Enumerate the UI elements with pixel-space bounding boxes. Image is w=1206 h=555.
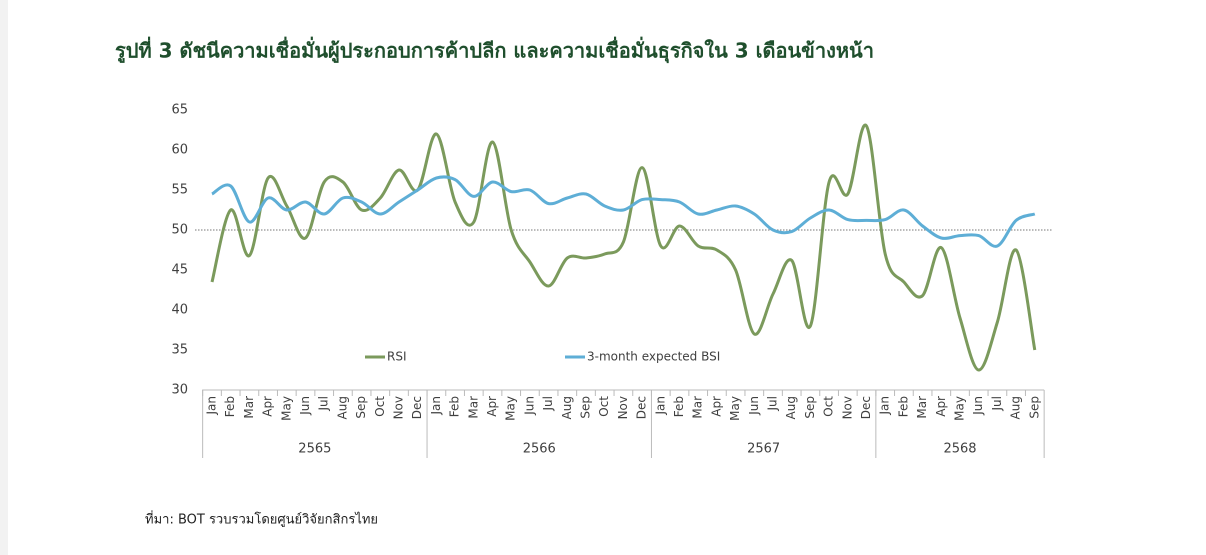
y-tick-label: 35 [171,343,188,358]
x-tick-label: Aug [335,396,349,419]
x-tick-label: May [279,396,293,421]
x-tick-label: May [953,396,967,421]
x-tick-label: Oct [373,396,387,417]
x-tick-label: May [728,396,742,421]
x-tick-label: Jul [317,396,331,411]
x-tick-label: Jun [971,396,985,416]
legend-label: RSI [387,350,407,364]
x-tick-label: Feb [223,396,237,417]
source-note: ที่มา: BOT รวบรวมโดยศูนย์วิจัยกสิกรไทย [145,511,378,528]
x-tick-label: Mar [242,396,256,419]
x-tick-label: Nov [392,396,406,419]
x-tick-label: Apr [485,396,499,417]
series-line [210,123,1037,372]
y-tick-label: 65 [171,103,188,118]
chart-title: รูปที่ 3 ดัชนีความเชื่อมั่นผู้ประกอบการค… [115,36,874,65]
x-tick-label: Dec [635,396,649,419]
x-tick-label: Jan [429,396,443,416]
y-tick-label: 30 [171,383,188,398]
x-tick-label: Sep [803,396,817,419]
x-tick-label: May [504,396,518,421]
x-tick-label: Feb [448,396,462,417]
x-tick-label: Apr [934,396,948,417]
year-label: 2568 [943,442,976,457]
x-tick-label: Aug [784,396,798,419]
year-label: 2566 [523,442,556,457]
x-tick-label: Apr [261,396,275,417]
x-tick-label: Apr [709,396,723,417]
x-tick-label: Mar [915,396,929,419]
series-line [211,175,1036,248]
x-tick-label: Aug [560,396,574,419]
x-tick-label: Oct [597,396,611,417]
x-tick-label: Nov [840,396,854,419]
x-tick-label: Feb [896,396,910,417]
y-tick-label: 55 [171,183,188,198]
x-tick-label: Jun [522,396,536,416]
y-tick-label: 50 [171,223,188,238]
x-tick-label: Sep [1027,396,1041,419]
x-tick-label: Aug [1009,396,1023,419]
x-tick-label: Jun [747,396,761,416]
y-tick-label: 60 [171,143,188,158]
year-label: 2567 [747,442,780,457]
page-edge [0,0,8,555]
x-tick-label: Jan [653,396,667,416]
x-tick-label: Jan [878,396,892,416]
x-tick-label: Nov [616,396,630,419]
x-tick-label: Jul [990,396,1004,411]
x-tick-label: Dec [859,396,873,419]
x-tick-label: Dec [410,396,424,419]
x-tick-label: Jun [298,396,312,416]
x-tick-label: Sep [579,396,593,419]
x-tick-label: Mar [466,396,480,419]
legend-label: 3-month expected BSI [587,350,720,364]
x-tick-label: Oct [822,396,836,417]
x-tick-label: Jul [541,396,555,411]
year-label: 2565 [298,442,331,457]
y-tick-label: 40 [171,303,188,318]
x-tick-label: Jul [766,396,780,411]
x-tick-label: Jan [205,396,219,416]
x-tick-label: Sep [354,396,368,419]
y-tick-label: 45 [171,263,188,278]
x-tick-label: Feb [672,396,686,417]
x-tick-label: Mar [691,396,705,419]
